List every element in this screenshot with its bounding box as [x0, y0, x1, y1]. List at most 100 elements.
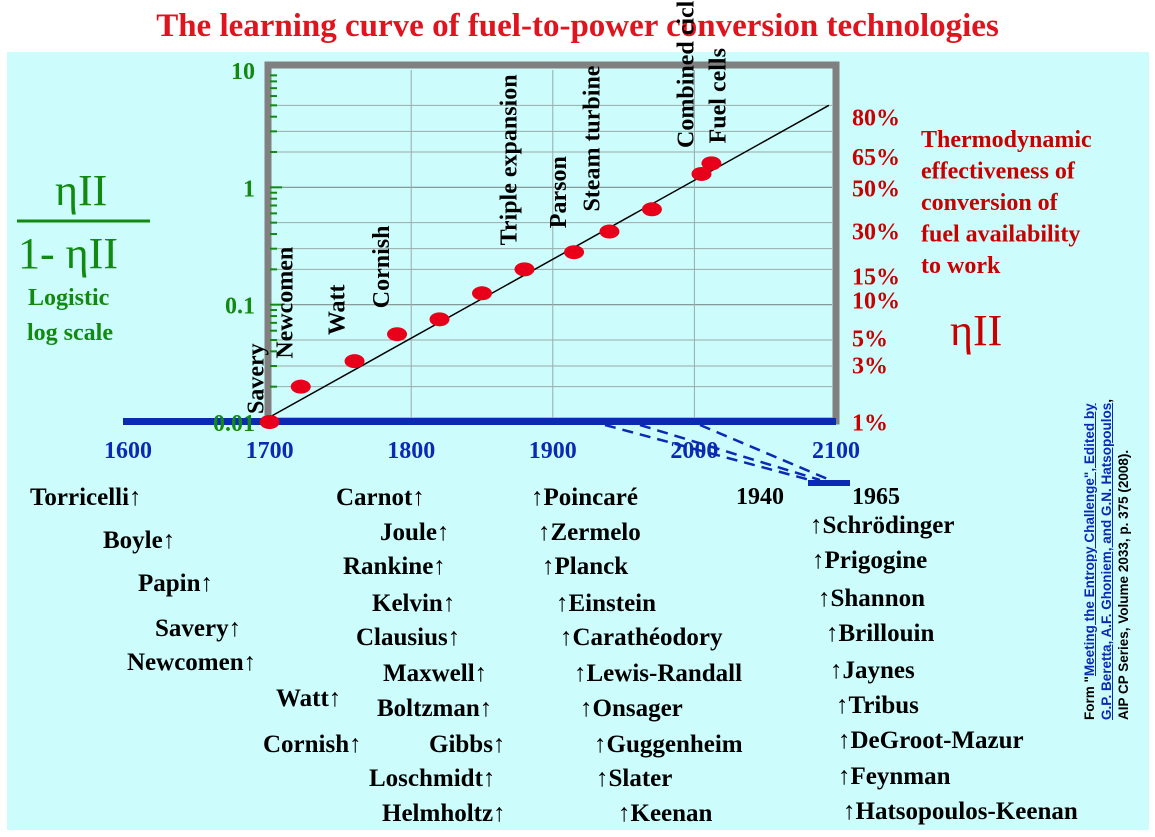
scientist-name: Kelvin↑ — [372, 590, 456, 617]
inset-year-left: 1940 — [736, 484, 784, 510]
scientist-name: ↑Lewis-Randall — [574, 660, 743, 687]
x-tick-label: 2100 — [812, 438, 860, 464]
scientist-name: Maxwell↑ — [383, 660, 488, 687]
scientist-name: ↑Hatsopoulos-Keenan — [843, 798, 1078, 825]
point-label: Parson — [546, 156, 572, 228]
right-tick-label: 3% — [852, 353, 888, 379]
y-tick-label: 1 — [243, 176, 255, 202]
right-tick-label: 10% — [852, 288, 900, 314]
data-point — [387, 327, 408, 342]
data-point — [259, 415, 280, 429]
credit-line3: AIP CP Series, Volume 2033, p. 375 (2008… — [1116, 449, 1131, 720]
formula-numerator: ηII — [55, 166, 107, 215]
formula-denominator: 1- ηII — [18, 229, 118, 278]
data-points — [259, 156, 722, 429]
right-tick-label: 1% — [852, 410, 888, 436]
scientist-name: ↑Tribus — [836, 692, 919, 719]
right-tick-label: 50% — [852, 176, 900, 202]
x-tick-label: 1700 — [246, 438, 294, 464]
zoom-dash-mid — [639, 423, 821, 482]
y-left-tick-labels: 10 1 0.1 0.01 — [213, 59, 255, 437]
credit-link-line2[interactable]: G.P. Beretta, A.F. Ghoniem, and G.N. Hat… — [1099, 402, 1114, 720]
source-credit: Form "Meeting the Entropy Challenge", Ed… — [1081, 399, 1132, 720]
scientist-name: ↑Shannon — [818, 585, 926, 612]
zoom-dash-right — [699, 423, 831, 482]
right-axis-symbol: ηII — [950, 306, 1002, 355]
scientist-name: ↑Slater — [596, 765, 673, 792]
scientist-name: Newcomen↑ — [127, 649, 257, 676]
page-title: The learning curve of fuel-to-power conv… — [156, 8, 999, 44]
x-tick-label: 1800 — [387, 438, 435, 464]
point-label: Fuel cells — [705, 48, 731, 143]
scientist-name: Helmholtz↑ — [382, 800, 506, 827]
scientist-name: ↑Planck — [542, 553, 629, 580]
scientist-name: ↑Keenan — [618, 800, 713, 827]
scientist-name: Clausius↑ — [356, 624, 461, 651]
right-axis-description: Thermodynamic effectiveness of conversion … — [921, 127, 1092, 279]
scale-label-line2: log scale — [27, 320, 113, 346]
scientist-name: Joule↑ — [380, 519, 450, 546]
scientist-name: Loschmidt↑ — [369, 765, 496, 792]
data-point — [290, 379, 311, 394]
data-point — [514, 262, 535, 277]
scientist-name: Gibbs↑ — [429, 731, 506, 758]
scientist-name: Rankine↑ — [343, 553, 446, 580]
y-tick-label: 0.01 — [213, 411, 255, 437]
data-point — [472, 286, 492, 301]
inset-year-right: 1965 — [852, 484, 900, 510]
gridlines — [272, 70, 832, 418]
data-point — [701, 156, 722, 171]
right-desc-line: conversion of — [921, 190, 1059, 216]
scientist-name: ↑Brillouin — [826, 620, 935, 647]
right-tick-label: 80% — [852, 106, 900, 132]
scientist-name: ↑Einstein — [556, 590, 657, 617]
scientist-name: Boltzman↑ — [377, 695, 493, 722]
data-point — [429, 312, 450, 327]
scientist-name: ↑Zermelo — [538, 519, 641, 546]
scientist-name: ↑Carathéodory — [560, 624, 723, 651]
x-tick-label: 1900 — [529, 438, 577, 464]
data-point — [564, 245, 585, 260]
point-label: Watt — [325, 284, 351, 335]
scientist-name: ↑Prigogine — [812, 547, 928, 574]
point-label: Triple expansion — [496, 74, 522, 245]
right-tick-label: 5% — [852, 326, 888, 352]
timeline-axis — [123, 418, 836, 425]
data-point — [344, 354, 365, 369]
scientist-name: Cornish↑ — [263, 731, 362, 758]
y-right-tick-labels: 80% 65% 50% 30% 15%10% 5%3% 1% — [852, 106, 900, 437]
point-label: Cornish — [369, 226, 395, 309]
right-desc-line: to work — [921, 253, 1001, 279]
scientist-name: ↑Jaynes — [830, 657, 915, 684]
trend-line-group — [269, 104, 830, 418]
right-desc-line: effectiveness of — [921, 159, 1076, 185]
scientist-name: Torricelli↑ — [30, 484, 142, 511]
scientist-name: Savery↑ — [155, 615, 242, 642]
scientist-name: Watt↑ — [276, 685, 342, 712]
scientist-name: ↑DeGroot-Mazur — [838, 727, 1024, 754]
data-point — [599, 224, 620, 239]
scientist-name: ↑Guggenheim — [594, 731, 743, 758]
x-tick-label: 1600 — [104, 438, 152, 464]
scientist-name: Papin↑ — [138, 570, 214, 597]
point-label: Steam turbine — [579, 65, 605, 211]
x-tick-labels: 1600 1700 1800 1900 2000 2100 — [104, 438, 860, 464]
data-point — [691, 166, 712, 181]
x-tick-label: 2000 — [670, 438, 718, 464]
scientist-name: ↑Poincaré — [531, 484, 638, 511]
right-tick-label: 15% — [852, 265, 900, 291]
right-tick-label: 65% — [852, 145, 900, 171]
point-label: Combined cicle — [673, 0, 699, 148]
scientist-name: ↑Schrödinger — [810, 512, 955, 539]
scientist-name: ↑Onsager — [580, 695, 683, 722]
right-desc-line: Thermodynamic — [921, 127, 1092, 153]
scientist-name: Boyle↑ — [103, 527, 176, 554]
trend-line — [269, 104, 830, 418]
right-desc-line: fuel availability — [921, 222, 1080, 248]
credit-link-line1[interactable]: Meeting the Entropy Challenge", Edited b… — [1082, 403, 1097, 677]
scientist-name: Carnot↑ — [336, 484, 425, 511]
point-label: Savery — [244, 343, 270, 414]
data-point — [641, 202, 662, 217]
